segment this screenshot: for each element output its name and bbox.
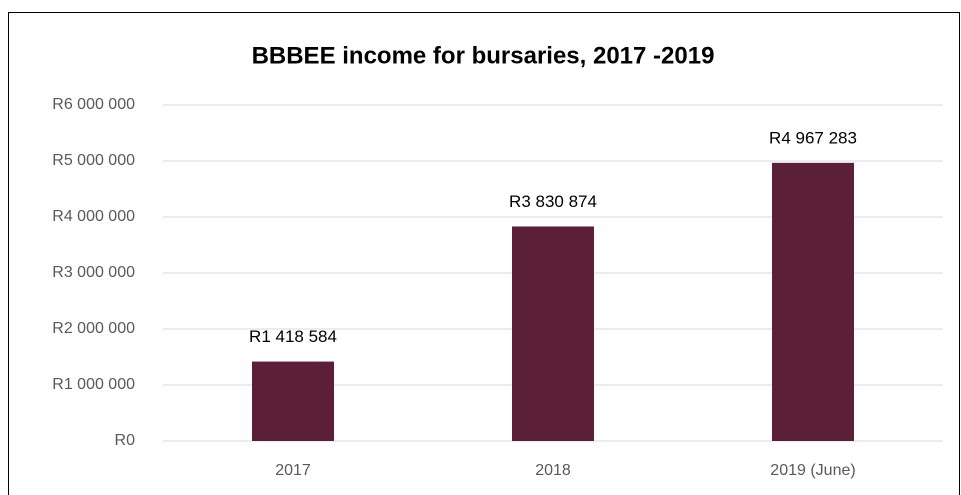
y-tick-label: R0 [115,432,136,449]
bar [512,226,594,441]
y-tick-label: R5 000 000 [52,152,135,169]
y-tick-label: R3 000 000 [52,264,135,281]
y-tick-label: R6 000 000 [52,96,135,113]
bar [772,162,854,441]
data-label: R3 830 874 [509,192,597,211]
chart-title: BBBEE income for bursaries, 2017 -2019 [252,42,715,69]
x-tick-label: 2017 [275,462,311,479]
y-tick-label: R2 000 000 [52,320,135,337]
x-tick-label: 2019 (June) [770,462,855,479]
bar [252,361,334,441]
y-tick-label: R1 000 000 [52,376,135,393]
y-tick-label: R4 000 000 [52,208,135,225]
x-tick-label: 2018 [535,462,571,479]
data-label: R1 418 584 [249,327,337,346]
data-label: R4 967 283 [769,128,857,147]
